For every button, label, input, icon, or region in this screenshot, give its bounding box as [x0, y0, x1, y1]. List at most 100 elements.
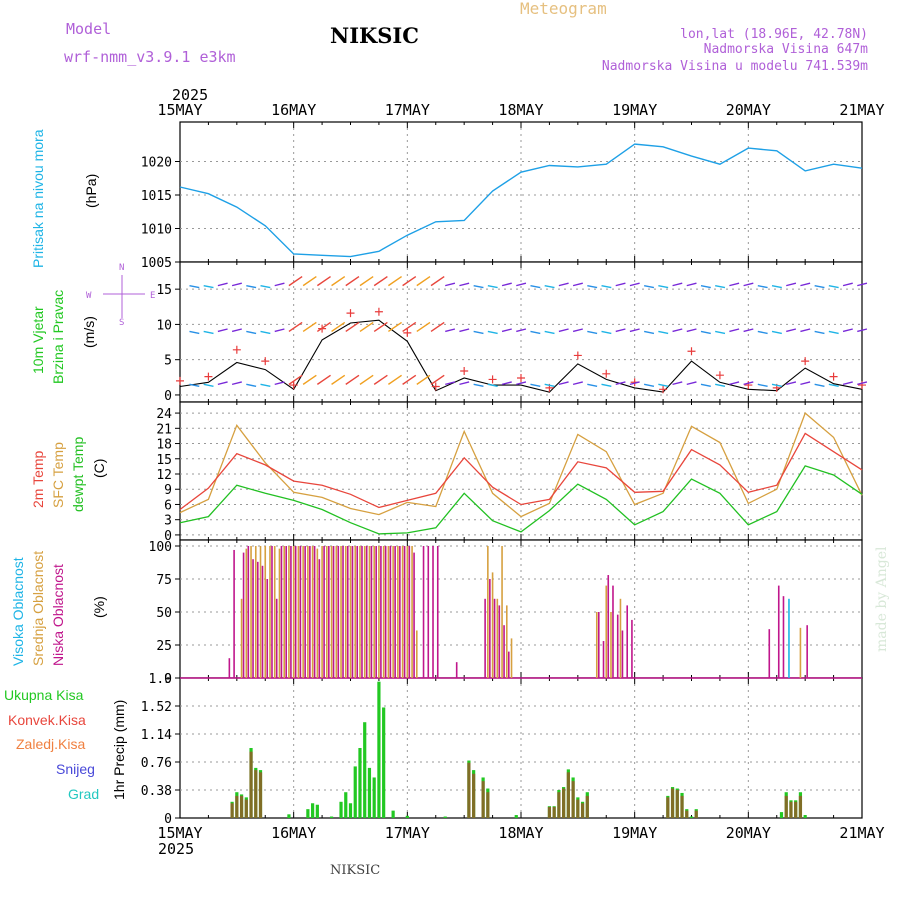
- wind-arrow: [857, 381, 868, 386]
- wind-arrow: [416, 276, 431, 287]
- precip-y-tick-label: 0.76: [141, 756, 172, 771]
- cloud-bar-2: [299, 546, 302, 678]
- wind-arrow: [487, 383, 498, 388]
- wind-unit: (m/s): [81, 316, 97, 348]
- wind-arrow: [246, 383, 257, 388]
- conv-precip-bar: [557, 792, 561, 818]
- total-precip-bar: [779, 812, 784, 818]
- wind-arrow: [274, 328, 285, 333]
- conv-precip-bar: [675, 790, 679, 818]
- cloud-bar-2: [436, 546, 439, 678]
- wind-arrow: [459, 381, 470, 386]
- wind-arrow: [331, 374, 346, 385]
- precip-y-tick-label: 1.9: [149, 672, 172, 687]
- model-name: wrf-nmm_v3.9.1 e3km: [64, 48, 236, 66]
- wind-arrow: [771, 284, 782, 289]
- cloud-bar-1: [264, 546, 267, 678]
- wind-arrow: [615, 328, 626, 333]
- wind-arrow: [373, 276, 388, 287]
- cloud-bar-2: [247, 546, 250, 678]
- cloud-bar-2: [399, 546, 401, 678]
- wind-arrow: [487, 330, 498, 335]
- cloud-bar-2: [493, 598, 496, 678]
- total-precip-bar: [391, 810, 395, 818]
- wind-y-tick-label: 10: [156, 318, 172, 333]
- conv-precip-bar: [235, 795, 239, 818]
- wind-arrow: [260, 284, 271, 289]
- cloud-bar-2: [498, 605, 501, 678]
- cloud-bar-1: [259, 546, 262, 678]
- cloud-bar-1: [373, 546, 375, 678]
- total-precip-bar: [344, 792, 348, 818]
- cloud-bar-1: [278, 548, 281, 678]
- total-precip-bar: [358, 748, 362, 818]
- wind-arrow: [217, 381, 228, 386]
- cloud-bar-0: [788, 598, 790, 678]
- wind-arrow: [217, 282, 228, 287]
- cloud-bar-1: [269, 546, 271, 678]
- wind-arrow: [643, 383, 655, 388]
- total-precip-bar: [443, 816, 447, 818]
- wind-arrow: [700, 383, 711, 388]
- wind-arrow: [757, 330, 768, 335]
- wind-gust-point: [232, 345, 241, 354]
- cloud-bar-1: [799, 627, 802, 678]
- pressure-panel: 1005 1010 1015 1020: [141, 121, 863, 271]
- wind-arrow: [743, 381, 754, 386]
- wind-gust-point: [858, 381, 866, 390]
- wind-arrow: [771, 383, 782, 388]
- wind-arrow: [217, 328, 228, 333]
- conv-precip-bar: [798, 795, 803, 818]
- wind-arrow: [800, 381, 811, 386]
- conv-precip-bar: [486, 792, 490, 818]
- wind-arrow: [601, 330, 612, 335]
- conv-precip-bar: [254, 770, 258, 818]
- cloud-bar-2: [768, 629, 771, 678]
- cloud-bar-2: [294, 546, 297, 678]
- wind-gust-point: [204, 372, 213, 381]
- wind-arrow: [302, 321, 317, 333]
- cloud-bar-2: [484, 598, 486, 678]
- cloud-bar-1: [382, 546, 385, 678]
- wind-arrow: [302, 276, 317, 287]
- cloud-bar-2: [365, 546, 368, 678]
- precip-panel: 0 0.38 0.76 1.14 1.52 1.9: [141, 672, 863, 827]
- cloud-bar-1: [619, 598, 622, 678]
- bottom-day-label: 21MAY: [839, 824, 884, 842]
- wind-arrow: [402, 321, 417, 333]
- wind-gust-point: [801, 357, 810, 366]
- total-precip-bar: [367, 767, 372, 818]
- conv-precip-bar: [680, 795, 684, 818]
- total-precip-label: Ukupna Kisa: [4, 687, 84, 703]
- cloud-bar-2: [489, 579, 491, 678]
- wind-arrow: [672, 282, 683, 287]
- total-precip-bar: [339, 801, 343, 818]
- cloud-bar-2: [313, 546, 316, 678]
- cloud-bar-1: [491, 572, 494, 678]
- total-precip-bar: [803, 815, 807, 818]
- elevation-label: Nadmorska Visina 647m: [704, 42, 869, 57]
- cloud-bar-2: [408, 546, 411, 678]
- total-precip-bar: [363, 722, 367, 818]
- conv-precip-bar: [571, 781, 575, 818]
- cloud-bar-1: [378, 546, 380, 678]
- wind-arrow: [572, 328, 583, 333]
- cloud-bar-1: [254, 546, 257, 678]
- wind-arrow: [430, 321, 445, 333]
- cloud-bar-2: [356, 546, 359, 678]
- dew-label: dewpt Temp: [70, 437, 86, 512]
- wind-y-tick-label: 5: [164, 354, 172, 369]
- cloud-bar-1: [288, 546, 290, 678]
- cloud-bar-1: [363, 546, 366, 678]
- wind-arrow: [729, 381, 740, 386]
- cloud-bar-1: [335, 546, 338, 678]
- precip-y-tick-label: 1.52: [141, 700, 172, 715]
- snow-label: Snijeg: [56, 761, 95, 777]
- bottom-day-label: 15MAY: [157, 824, 202, 842]
- cloud-bar-2: [380, 546, 382, 678]
- wind-arrow: [231, 381, 242, 386]
- wind-arrow: [402, 374, 417, 385]
- cloud-bar-2: [782, 596, 785, 678]
- wind-arrow: [359, 321, 374, 333]
